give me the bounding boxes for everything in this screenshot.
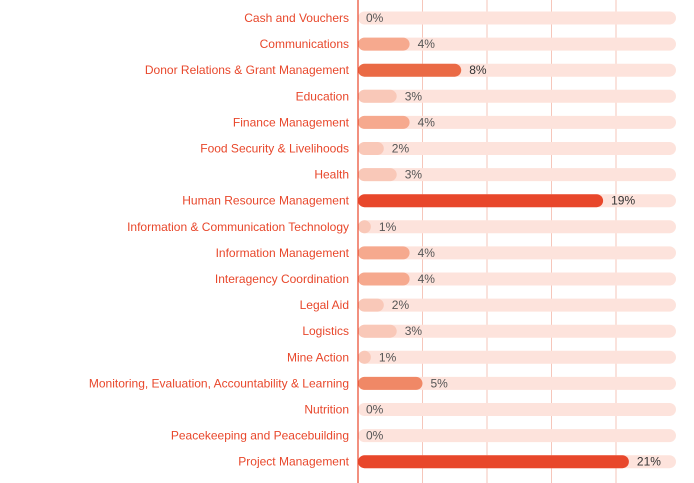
value-label: 8% <box>469 63 487 77</box>
bar-track <box>358 11 676 25</box>
bar <box>358 246 410 260</box>
bar-row: Food Security & Livelihoods 2% <box>200 142 676 156</box>
value-label: 3% <box>405 324 423 338</box>
category-label: Project Management <box>238 455 349 469</box>
category-label: Information Management <box>216 246 350 260</box>
bar <box>358 272 410 286</box>
bar <box>358 63 462 77</box>
category-label: Food Security & Livelihoods <box>200 142 349 156</box>
bar-row: Logistics 3% <box>302 324 676 338</box>
bar <box>358 142 384 155</box>
bar-row: Education 3% <box>296 89 676 103</box>
bar <box>358 115 410 129</box>
bar-track <box>358 272 676 286</box>
bar-row: Nutrition 0% <box>304 403 676 417</box>
category-label: Finance Management <box>233 115 350 129</box>
bar-row: Monitoring, Evaluation, Accountability &… <box>89 376 676 390</box>
bar-track <box>358 220 676 234</box>
value-label: 19% <box>611 194 635 208</box>
category-label: Logistics <box>302 324 349 338</box>
value-label: 4% <box>418 37 436 51</box>
value-label: 2% <box>392 142 410 156</box>
bar-track <box>358 115 676 129</box>
value-label: 5% <box>431 376 449 390</box>
bar-row: Donor Relations & Grant Management 8% <box>145 63 676 77</box>
category-label: Nutrition <box>304 403 349 417</box>
bar-track <box>358 324 676 338</box>
category-label: Legal Aid <box>300 298 349 312</box>
bar-track <box>358 37 676 51</box>
bar-row: Information & Communication Technology 1% <box>127 220 676 234</box>
value-label: 1% <box>379 350 397 364</box>
value-label: 3% <box>405 89 423 103</box>
bar-track <box>358 246 676 260</box>
category-label: Donor Relations & Grant Management <box>145 63 350 77</box>
bar <box>358 89 397 103</box>
category-label: Information & Communication Technology <box>127 220 349 234</box>
value-label: 4% <box>418 115 436 129</box>
bar <box>358 37 410 51</box>
bar-row: Human Resource Management 19% <box>182 194 676 208</box>
bar-rows: Cash and Vouchers 0% Communications 4% Donor… <box>89 11 676 469</box>
bar-track <box>358 89 676 103</box>
value-label: 0% <box>366 11 384 25</box>
category-label: Education <box>296 89 349 103</box>
value-label: 0% <box>366 403 384 417</box>
bar-track <box>358 403 676 416</box>
value-label: 0% <box>366 429 384 443</box>
bar-row: Mine Action 1% <box>287 350 676 364</box>
bar <box>358 376 423 390</box>
gridlines <box>422 0 617 483</box>
bar-track <box>358 142 676 155</box>
bar <box>358 298 384 312</box>
category-label: Communications <box>260 37 349 51</box>
bar <box>358 168 397 182</box>
bar <box>358 194 604 208</box>
bar-track <box>358 376 676 390</box>
value-label: 4% <box>418 246 436 260</box>
category-label: Health <box>314 168 349 182</box>
category-label: Cash and Vouchers <box>244 11 349 25</box>
category-label: Human Resource Management <box>182 194 349 208</box>
bar <box>358 350 371 364</box>
bar-track <box>358 429 676 443</box>
bar-track <box>358 350 676 364</box>
value-label: 2% <box>392 298 410 312</box>
bar <box>358 324 397 338</box>
bar <box>358 220 371 234</box>
value-label: 3% <box>405 168 423 182</box>
bar-row: Interagency Coordination 4% <box>215 272 676 286</box>
category-label: Interagency Coordination <box>215 272 349 286</box>
bar-row: Cash and Vouchers 0% <box>244 11 676 25</box>
value-label: 1% <box>379 220 397 234</box>
bar-row: Finance Management 4% <box>233 115 676 129</box>
category-label: Peacekeeping and Peacebuilding <box>171 429 349 443</box>
value-label: 21% <box>637 455 661 469</box>
category-label: Monitoring, Evaluation, Accountability &… <box>89 376 349 390</box>
bar-row: Communications 4% <box>260 37 676 51</box>
bar-track <box>358 298 676 312</box>
bar <box>358 455 629 469</box>
bar-row: Peacekeeping and Peacebuilding 0% <box>171 429 676 443</box>
category-label: Mine Action <box>287 350 349 364</box>
value-label: 4% <box>418 272 436 286</box>
bar-row: Legal Aid 2% <box>300 298 676 312</box>
bar-track <box>358 168 676 182</box>
bar-row: Health 3% <box>314 168 676 182</box>
bar-row: Information Management 4% <box>216 246 676 260</box>
bar-row: Project Management 21% <box>238 455 676 469</box>
